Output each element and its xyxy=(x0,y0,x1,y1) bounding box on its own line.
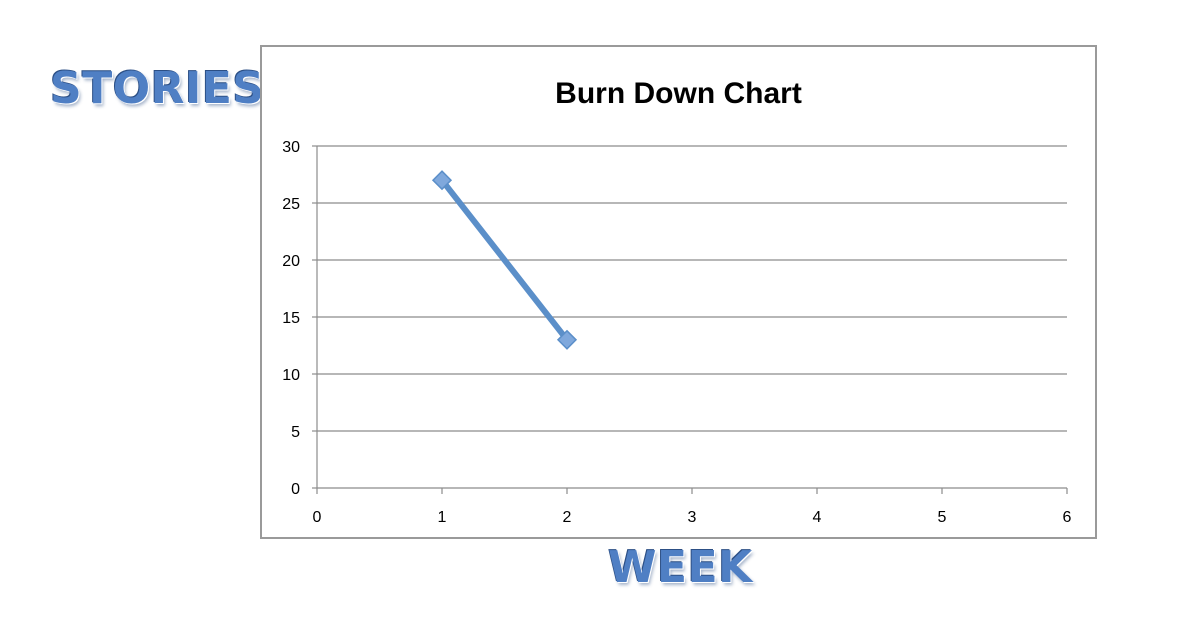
y-tick-label-30: 30 xyxy=(282,139,300,156)
data-point-0-0 xyxy=(431,170,453,191)
y-axis-word-label: STORIES xyxy=(50,63,265,114)
x-tick-label-1: 1 xyxy=(438,509,447,526)
chart-plot: 0 5 10 15 20 25 30 0 1 2 3 4 5 6 xyxy=(282,139,1072,526)
y-tick-label-15: 15 xyxy=(282,310,300,327)
y-tick-label-0: 0 xyxy=(291,481,300,498)
x-tick-label-4: 4 xyxy=(813,509,822,526)
chart-area: Burn Down Chart 0 5 10 15 20 25 30 0 1 2 3 4 5 6 xyxy=(260,45,1097,539)
x-tick-label-0: 0 xyxy=(313,509,322,526)
x-tick-label-5: 5 xyxy=(938,509,947,526)
x-tick-label-2: 2 xyxy=(563,509,572,526)
x-axis-word-label: WEEK xyxy=(608,542,753,593)
y-tick-label-10: 10 xyxy=(282,367,300,384)
data-point-0-1 xyxy=(556,329,578,350)
x-tick-label-3: 3 xyxy=(688,509,697,526)
series-line-0 xyxy=(439,177,570,343)
x-tick-label-6: 6 xyxy=(1063,509,1072,526)
y-tick-label-25: 25 xyxy=(282,196,300,213)
y-tick-label-20: 20 xyxy=(282,253,300,270)
y-tick-label-5: 5 xyxy=(291,424,300,441)
chart-title: Burn Down Chart xyxy=(555,77,802,110)
